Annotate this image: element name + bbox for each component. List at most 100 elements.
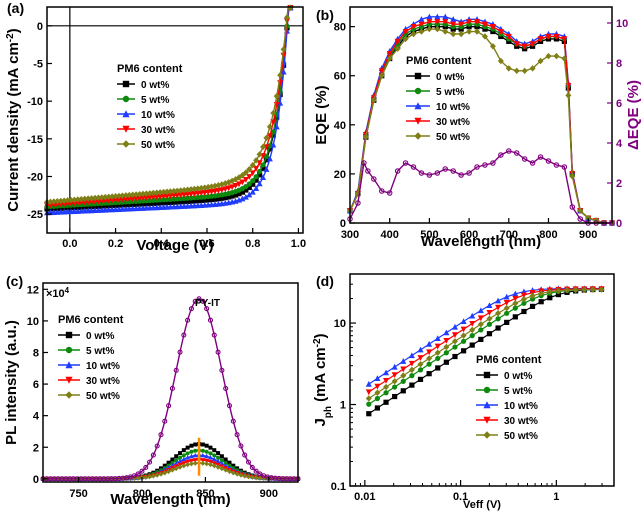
a-legend-marker xyxy=(122,110,130,118)
b-xtick-label: 400 xyxy=(381,229,399,241)
a-marker-0wt xyxy=(164,199,170,206)
b-delta-marker xyxy=(379,188,385,194)
a-legend-marker xyxy=(122,95,130,103)
a-marker-50wt xyxy=(260,143,266,151)
d-marker-30wt xyxy=(486,309,493,316)
c-pyit-marker xyxy=(257,471,263,477)
b-delta-marker xyxy=(506,148,512,154)
a-legend-label: 50 wt% xyxy=(141,140,175,151)
a-marker-0wt xyxy=(188,198,194,204)
b-delta-marker xyxy=(561,164,568,170)
d-marker-30wt xyxy=(408,360,415,367)
c-pyit-marker xyxy=(207,317,214,323)
d-marker-10wt xyxy=(486,302,493,309)
c-marker-50wt xyxy=(170,467,175,473)
b-marker-50wt xyxy=(569,173,576,180)
b-marker-30wt xyxy=(378,68,385,75)
a-marker-10wt xyxy=(273,123,280,130)
d-marker-5wt xyxy=(529,296,536,302)
b-marker-50wt xyxy=(545,52,552,60)
d-marker-30wt xyxy=(417,355,424,361)
b-delta-marker xyxy=(402,160,409,166)
a-legend-label: 0 wt% xyxy=(141,80,169,91)
a-marker-5wt xyxy=(263,153,270,160)
a-xtick-label: 1.0 xyxy=(291,238,306,250)
b-marker-30wt xyxy=(394,38,401,45)
a-marker-0wt xyxy=(246,184,252,191)
b-legend-label: 30 wt% xyxy=(436,117,470,128)
d-marker-50wt xyxy=(538,290,545,297)
b-marker-10wt xyxy=(426,13,433,20)
a-marker-30wt xyxy=(249,170,256,177)
c-marker-10wt xyxy=(204,453,210,459)
c-marker-50wt xyxy=(219,465,225,472)
d-marker-5wt xyxy=(443,350,449,356)
c-marker-30wt xyxy=(200,458,206,463)
c-pyit-marker xyxy=(230,418,236,424)
d-marker-30wt xyxy=(469,320,476,327)
b-delta-marker xyxy=(490,160,496,166)
c-marker-50wt xyxy=(166,468,171,475)
d-ytick-label: 1 xyxy=(340,400,346,412)
a-marker-50wt xyxy=(61,197,68,204)
a-marker-5wt xyxy=(250,178,256,184)
c-marker-50wt xyxy=(268,476,274,482)
a-marker-50wt xyxy=(191,185,198,193)
panel-c: 750 800 850 900 0 2 4 6 8 10 12 Wavelength (nm) PL i… xyxy=(3,273,301,508)
c-pyit-marker xyxy=(200,298,206,304)
a-marker-10wt xyxy=(260,174,266,181)
a-legend-marker xyxy=(122,80,130,88)
c-legend-marker xyxy=(65,331,73,339)
c-marker-50wt xyxy=(200,460,206,466)
c-marker-50wt xyxy=(131,475,137,481)
a-marker-50wt xyxy=(160,188,167,196)
b-marker-50wt xyxy=(458,30,465,38)
b-marker-30wt xyxy=(553,33,560,40)
a-marker-0wt xyxy=(157,200,163,206)
c-legend-marker xyxy=(65,391,73,399)
d-marker-5wt xyxy=(435,355,441,362)
a-marker-50wt xyxy=(102,193,109,201)
c-ytick-label: 6 xyxy=(33,379,39,391)
b-marker-50wt xyxy=(513,67,520,75)
a-marker-0wt xyxy=(178,199,184,205)
c-marker-10wt xyxy=(211,456,217,462)
c-marker-0wt xyxy=(193,442,198,447)
b-delta-marker xyxy=(361,160,367,166)
d-series-5wt-line xyxy=(368,288,602,405)
d-marker-30wt xyxy=(426,349,433,356)
b-marker-30wt xyxy=(537,36,544,43)
d-marker-5wt xyxy=(495,316,501,322)
a-marker-50wt xyxy=(143,190,150,197)
c-marker-0wt xyxy=(231,463,236,468)
c-marker-5wt xyxy=(204,449,209,454)
c-pyit-marker xyxy=(211,332,217,338)
c-marker-10wt xyxy=(192,452,198,458)
d-marker-50wt xyxy=(529,292,536,299)
d-marker-30wt xyxy=(503,300,510,306)
c-pyit-marker xyxy=(169,385,175,391)
d-marker-30wt xyxy=(451,332,458,339)
b-marker-50wt xyxy=(553,52,560,60)
c-marker-50wt xyxy=(150,473,156,479)
a-xtick-label: 0.8 xyxy=(245,238,260,250)
c-marker-50wt xyxy=(208,462,213,468)
b-marker-50wt xyxy=(497,57,504,65)
d-marker-10wt xyxy=(417,346,424,353)
a-marker-50wt xyxy=(88,195,95,202)
b-ytick-label: 40 xyxy=(334,120,346,132)
a-marker-0wt xyxy=(123,202,129,208)
c-marker-5wt xyxy=(212,453,217,458)
a-marker-0wt xyxy=(198,197,204,204)
c-pyit-marker xyxy=(150,452,156,458)
a-marker-0wt xyxy=(102,203,108,209)
a-marker-30wt xyxy=(242,177,249,183)
d-marker-0wt xyxy=(538,299,544,305)
a-ylabel: Current density (mA cm-2) xyxy=(5,28,23,211)
a-marker-10wt xyxy=(256,180,263,187)
b-marker-30wt xyxy=(386,51,393,57)
d-marker-5wt xyxy=(392,384,398,390)
d-marker-50wt xyxy=(408,366,415,374)
a-marker-50wt xyxy=(167,188,174,195)
c-marker-30wt xyxy=(204,458,210,464)
